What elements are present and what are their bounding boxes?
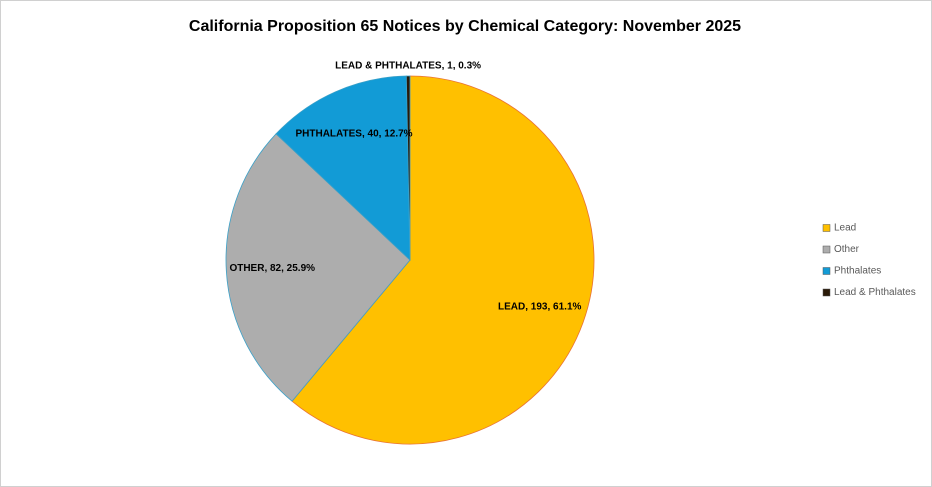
legend-swatch	[822, 288, 831, 297]
legend-label: Lead & Phthalates	[834, 287, 916, 298]
data-label: PHTHALATES, 40, 12.7%	[295, 128, 412, 139]
pie-slice	[225, 133, 411, 402]
data-label: OTHER, 82, 25.9%	[229, 263, 315, 274]
legend-label: Other	[834, 244, 860, 255]
legend-label: Phthalates	[834, 266, 881, 277]
pie-slice	[275, 75, 411, 261]
chart-title: California Proposition 65 Notices by Che…	[189, 18, 741, 35]
pie-slice	[291, 75, 595, 445]
data-label: LEAD & PHTHALATES, 1, 0.3%	[335, 61, 481, 72]
legend-swatch	[822, 245, 831, 254]
data-label: LEAD, 193, 61.1%	[498, 302, 581, 313]
legend-swatch	[822, 224, 831, 232]
legend-label: Lead	[834, 223, 856, 234]
legend-swatch	[822, 267, 831, 275]
pie-slice	[405, 75, 411, 261]
